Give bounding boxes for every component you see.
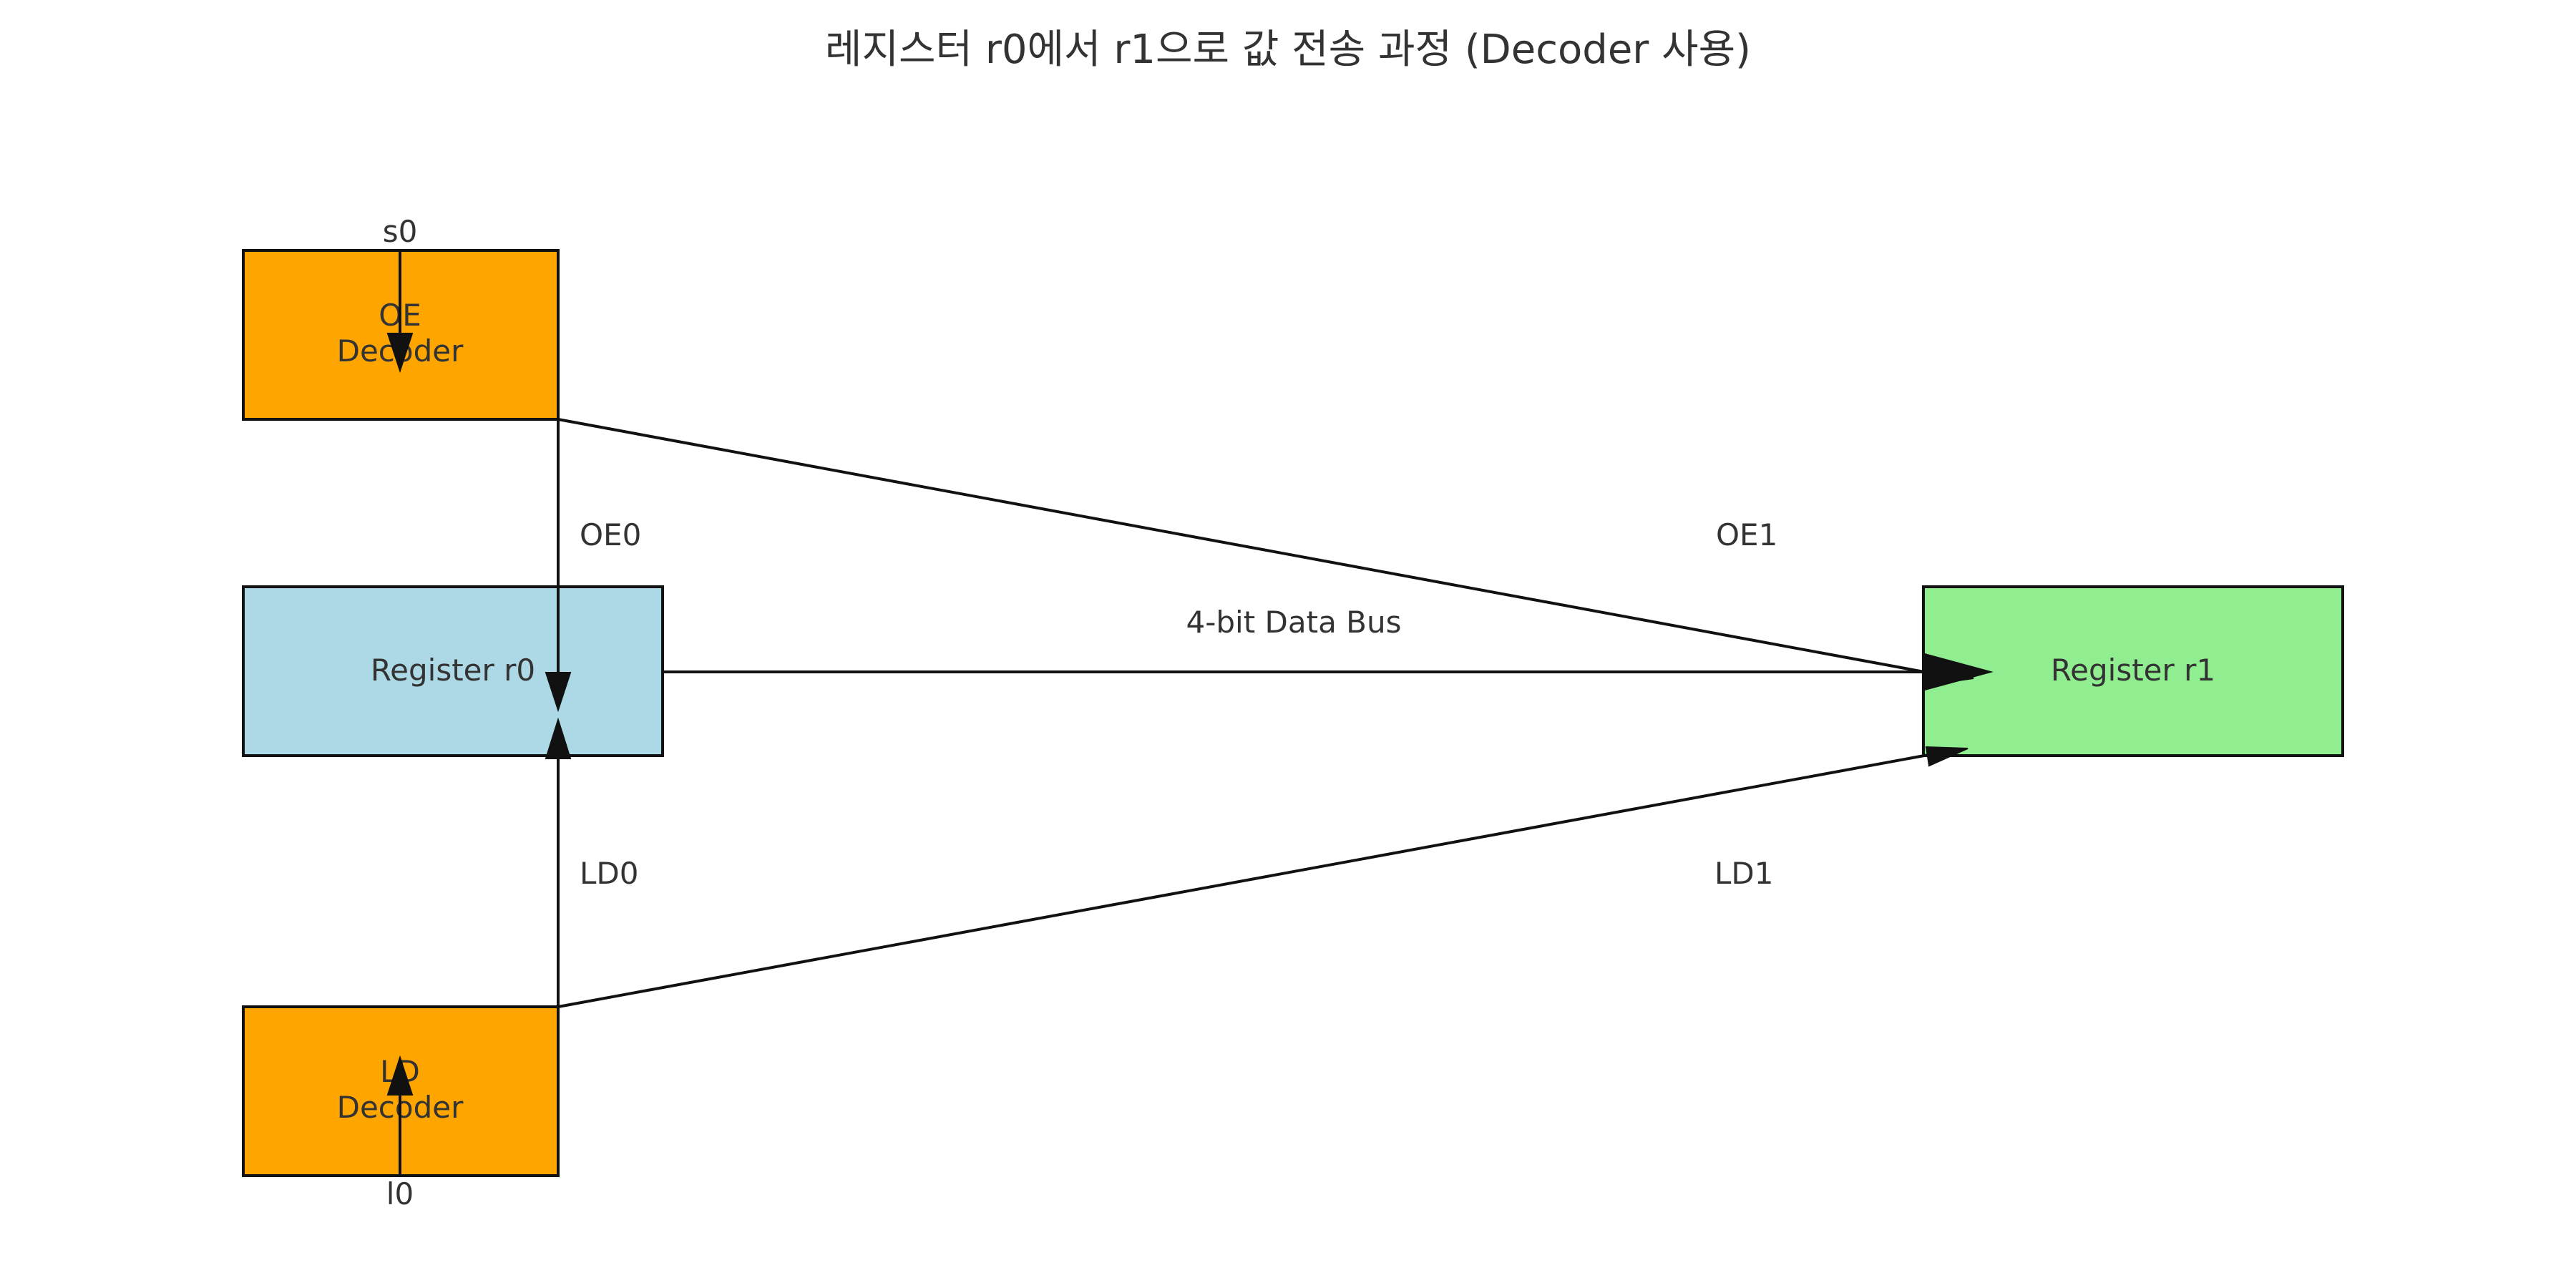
- register-r1-box: [1922, 585, 2344, 757]
- diagram-title: 레지스터 r0에서 r1으로 값 전송 과정 (Decoder 사용): [825, 26, 1751, 73]
- oe-decoder-input-arrowhead: [386, 333, 414, 374]
- ld1-label: LD1: [1714, 856, 1773, 891]
- data-bus-label: 4-bit Data Bus: [1186, 605, 1402, 640]
- oe0-label: OE0: [580, 517, 641, 552]
- ld0-arrowhead: [545, 717, 572, 759]
- ld0-label: LD0: [580, 856, 638, 891]
- oe1-wire: [557, 418, 1933, 675]
- register-r1-label: Register r1: [2051, 653, 2215, 688]
- ld1-wire: [557, 753, 1933, 1008]
- oe1-label: OE1: [1716, 517, 1777, 552]
- register-r0-label: Register r0: [371, 653, 535, 688]
- register-r0-box: [242, 585, 664, 757]
- oe-decoder-input-label: s0: [383, 214, 418, 249]
- ld-decoder-input-label: l0: [386, 1176, 414, 1211]
- data-bus-arrowhead: [1924, 653, 1994, 691]
- ld-decoder-input-arrowhead: [386, 1055, 414, 1096]
- oe0-arrowhead: [545, 672, 572, 713]
- ld1-arrowhead: [1925, 746, 1968, 767]
